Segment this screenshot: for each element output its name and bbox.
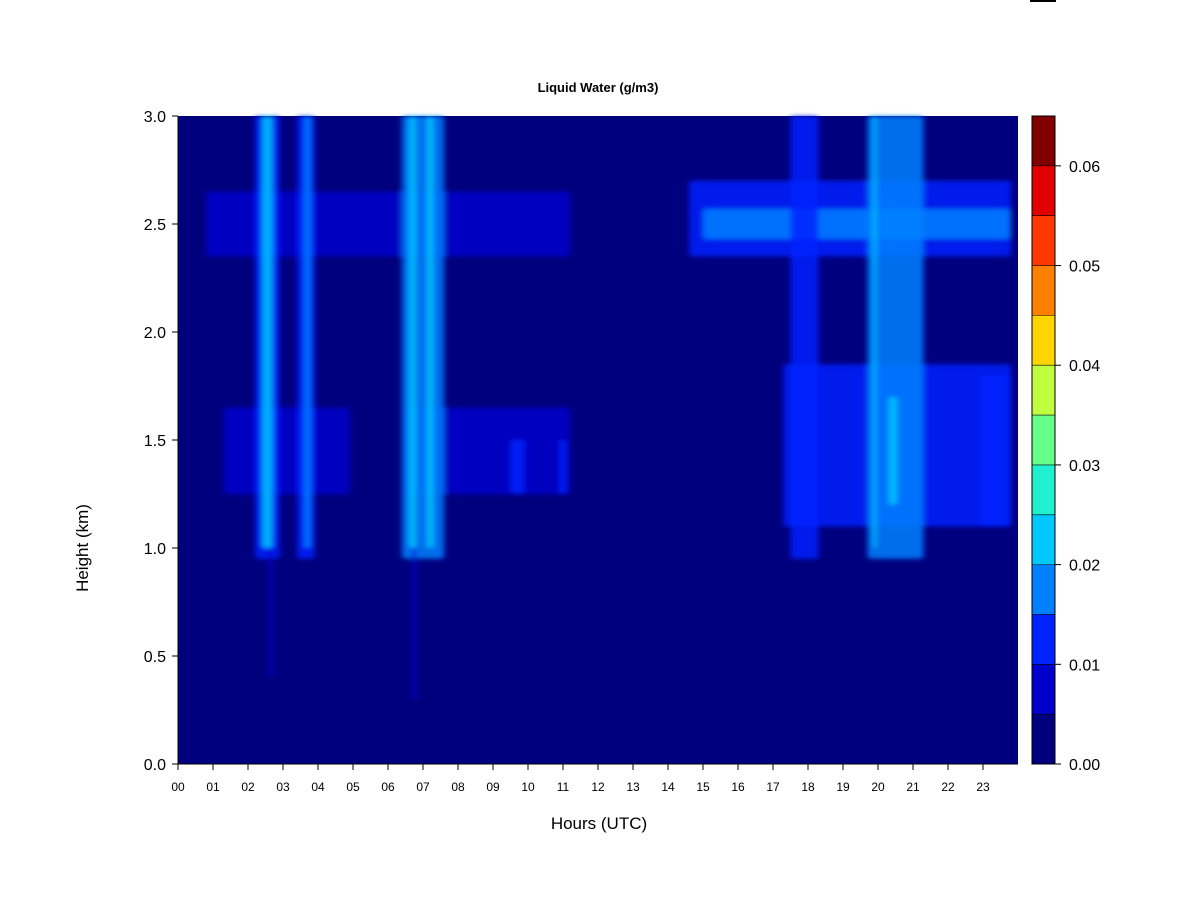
colorbar-segment (1032, 664, 1055, 715)
x-tick-label: 10 (521, 780, 535, 794)
y-tick-label: 2.0 (144, 325, 166, 342)
x-tick-label: 08 (451, 780, 465, 794)
y-axis: 0.0 0.5 1.0 1.5 2.0 2.5 3.0 (144, 109, 179, 774)
x-axis-label: Hours (UTC) (551, 814, 647, 833)
y-tick-label: 1.5 (144, 433, 166, 450)
colorbar-segment (1032, 415, 1055, 465)
x-tick-label: 19 (836, 780, 850, 794)
colorbar-segment (1032, 215, 1055, 266)
cloud-patch-17 (888, 396, 898, 505)
colorbar-tick-label: 0.00 (1069, 757, 1100, 774)
colorbar-segment (1032, 265, 1055, 316)
colorbar-tick-label: 0.04 (1069, 358, 1100, 375)
y-tick-label: 2.5 (144, 217, 166, 234)
x-tick-label: 09 (486, 780, 500, 794)
x-tick-label: 20 (871, 780, 885, 794)
y-tick-label: 3.0 (144, 109, 166, 126)
cloud-patch-13 (304, 116, 311, 548)
colorbar-tick-label: 0.03 (1069, 458, 1100, 475)
colorbar-segment (1032, 514, 1055, 565)
x-tick-label: 17 (766, 780, 780, 794)
y-tick-label: 1.0 (144, 541, 166, 558)
cloud-patch-21 (559, 440, 567, 494)
x-tick-label: 12 (591, 780, 605, 794)
x-tick-label: 18 (801, 780, 815, 794)
colorbar-tick-label: 0.01 (1069, 657, 1100, 674)
plot-area (178, 116, 1018, 764)
colorbar-segment (1032, 365, 1055, 416)
chart-title: Liquid Water (g/m3) (538, 80, 659, 95)
cloud-patch-10 (867, 116, 924, 559)
cloud-patch-11 (979, 375, 1011, 527)
colorbar-tick-label: 0.05 (1069, 259, 1100, 276)
x-tick-label: 13 (626, 780, 640, 794)
x-tick-label: 11 (557, 780, 570, 794)
x-tick-label: 15 (696, 780, 710, 794)
cloud-patch-2 (703, 208, 1011, 240)
corner-mark (1030, 0, 1056, 2)
colorbar-segment (1032, 714, 1055, 764)
cloud-patch-14 (409, 116, 416, 548)
x-tick-label: 03 (276, 780, 290, 794)
colorbar-segment (1032, 165, 1055, 216)
colorbar-tick-label: 0.06 (1069, 159, 1100, 176)
cloud-patch-19 (412, 548, 416, 700)
cloud-patch-20 (510, 440, 525, 494)
colorbar-segment (1032, 614, 1055, 665)
cloud-patch-12 (262, 116, 273, 548)
cloud-patch-16 (872, 116, 877, 548)
x-tick-label: 22 (941, 780, 955, 794)
x-tick-label: 16 (731, 780, 745, 794)
colorbar-segment (1032, 464, 1055, 515)
x-tick-label: 06 (381, 780, 395, 794)
y-axis-label: Height (km) (73, 504, 92, 592)
cloud-patch-18 (269, 548, 273, 678)
colorbar-segment (1032, 315, 1055, 366)
x-tick-label: 04 (311, 780, 325, 794)
cloud-patch-3 (223, 407, 350, 494)
colorbar-tick-label: 0.02 (1069, 558, 1100, 575)
cloud-patch-8 (402, 116, 444, 559)
y-tick-label: 0.0 (144, 757, 166, 774)
colorbar-segment (1032, 564, 1055, 615)
colorbar-frame (1031, 115, 1056, 765)
x-tick-label: 05 (346, 780, 360, 794)
colorbar: 0.00 0.01 0.02 0.03 0.04 0.05 0.06 (1031, 115, 1100, 774)
colorbar-segment (1032, 116, 1055, 166)
x-axis: 00 01 02 03 04 05 06 07 08 09 10 11 12 13 14 15 16 17 18 19… (171, 763, 1018, 794)
cloud-patch-15 (426, 116, 434, 548)
cloud-patch-9 (790, 116, 819, 559)
x-tick-label: 23 (976, 780, 990, 794)
x-tick-label: 14 (661, 780, 675, 794)
x-tick-label: 00 (171, 780, 185, 794)
x-tick-label: 21 (906, 780, 920, 794)
x-tick-label: 02 (241, 780, 255, 794)
cloud-patches (206, 116, 1011, 700)
x-tick-label: 01 (206, 780, 220, 794)
y-tick-label: 0.5 (144, 649, 166, 666)
x-tick-label: 07 (416, 780, 430, 794)
